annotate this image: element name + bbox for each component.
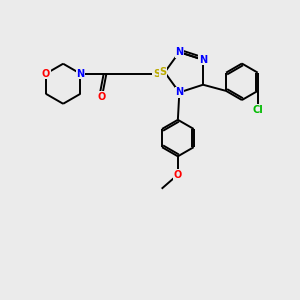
Text: S: S xyxy=(160,67,167,77)
Text: N: N xyxy=(199,55,207,65)
Text: Cl: Cl xyxy=(252,105,263,115)
Text: O: O xyxy=(174,169,182,180)
Text: S: S xyxy=(153,69,160,79)
Text: O: O xyxy=(42,69,50,79)
Text: O: O xyxy=(98,92,106,102)
Text: N: N xyxy=(175,87,183,98)
Text: N: N xyxy=(175,47,183,57)
Text: N: N xyxy=(76,69,85,79)
